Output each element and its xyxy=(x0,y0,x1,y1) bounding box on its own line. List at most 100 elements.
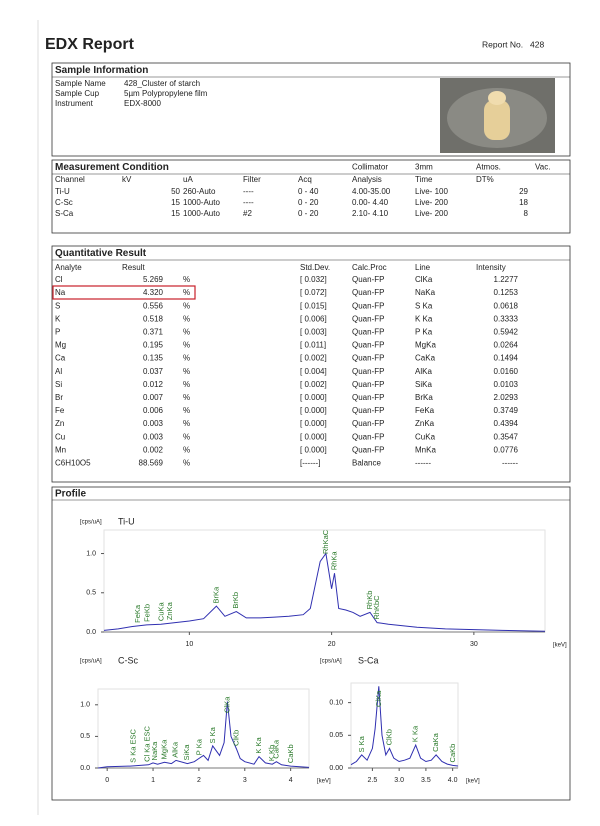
photo-sample xyxy=(484,100,510,140)
column-header: Channel xyxy=(55,175,85,184)
cell: SiKa xyxy=(415,380,432,389)
sample-box xyxy=(51,62,571,157)
cell: ZnKa xyxy=(415,419,435,428)
cell: % xyxy=(183,288,190,297)
cell: 8 xyxy=(524,209,529,218)
cell: C6H10O5 xyxy=(55,459,91,468)
cell: MgKa xyxy=(415,341,436,350)
cell: 2.10- 4.10 xyxy=(352,209,389,218)
cell: 1.2277 xyxy=(494,275,519,284)
cell: Quan-FP xyxy=(352,275,384,284)
cell: 0.00- 4.40 xyxy=(352,198,389,207)
cell: % xyxy=(183,432,190,441)
cell: Quan-FP xyxy=(352,354,384,363)
cell: 0.0103 xyxy=(494,380,519,389)
peak-label: CaKa xyxy=(271,739,280,759)
cell: Quan-FP xyxy=(352,432,384,441)
peak-label: BrKa xyxy=(212,586,221,604)
peak-label: Cl Ka ESC xyxy=(143,725,152,761)
cell: % xyxy=(183,301,190,310)
cell: 0.556 xyxy=(143,301,164,310)
peak-label: NaKa xyxy=(150,741,159,761)
cell: S xyxy=(55,301,60,310)
cell: 0.006 xyxy=(143,406,164,415)
peak-label: ClKa xyxy=(374,690,383,707)
cell: 0.1494 xyxy=(494,354,519,363)
cell: [ 0.011] xyxy=(300,341,326,350)
measurement-box xyxy=(51,159,571,234)
cell: Live- 200 xyxy=(415,198,448,207)
cell: 0.037 xyxy=(143,367,164,376)
cell: [ 0.000] xyxy=(300,406,327,415)
cell: % xyxy=(183,406,190,415)
cell: % xyxy=(183,445,190,454)
peak-label: K Kb xyxy=(267,745,276,761)
sample-label: Sample Name xyxy=(55,79,106,88)
sample-value: 5µm Polypropylene film xyxy=(124,89,208,98)
quant-box xyxy=(51,245,571,483)
section-title: Measurement Condition xyxy=(55,162,169,173)
y-unit: [cps/uA] xyxy=(80,659,102,665)
cell: FeKa xyxy=(415,406,435,415)
peak-label: ZnKa xyxy=(165,601,174,620)
cell: 4.320 xyxy=(143,288,164,297)
cell: ------ xyxy=(502,459,518,468)
y-tick-label: 0.00 xyxy=(329,765,343,772)
section-title: Quantitative Result xyxy=(55,248,147,259)
cell: % xyxy=(183,459,190,468)
cell: % xyxy=(183,367,190,376)
cell: 0.3547 xyxy=(494,432,519,441)
cell: % xyxy=(183,380,190,389)
peak-label: ClKa xyxy=(222,696,231,713)
cell: Mg xyxy=(55,341,66,350)
peak-label: AlKa xyxy=(171,741,180,758)
column-header: uA xyxy=(183,175,193,184)
report-title: EDX Report xyxy=(45,36,135,53)
report-no-label: Report No. xyxy=(482,39,523,49)
cell: CuKa xyxy=(415,432,436,441)
peak-label: CaKa xyxy=(431,732,440,752)
cell: ClKa xyxy=(415,275,433,284)
column-header: Analysis xyxy=(352,175,382,184)
cell: [ 0.002] xyxy=(300,354,327,363)
cell: 0 - 40 xyxy=(298,187,319,196)
cell: 15 xyxy=(171,198,180,207)
column-header: Time xyxy=(415,175,433,184)
cell: [ 0.000] xyxy=(300,419,327,428)
cell: [ 0.006] xyxy=(300,314,327,323)
cell: 1000-Auto xyxy=(183,198,220,207)
peak-label: RhKa xyxy=(329,551,338,571)
y-tick-label: 0.05 xyxy=(329,732,343,739)
y-tick-label: 0.5 xyxy=(80,733,90,740)
cell: 0.1253 xyxy=(494,288,519,297)
peak-label: RhKb xyxy=(365,591,374,610)
cell: NaKa xyxy=(415,288,436,297)
column-header: kV xyxy=(122,175,132,184)
cell: Ti-U xyxy=(55,187,70,196)
cell: 1000-Auto xyxy=(183,209,220,218)
cell: 0.518 xyxy=(143,314,164,323)
cell: 0.003 xyxy=(143,419,164,428)
cell: ---- xyxy=(243,198,254,207)
cell: [ 0.004] xyxy=(300,367,327,376)
cell: S Ka xyxy=(415,301,433,310)
chart-title: C-Sc xyxy=(118,655,138,665)
peak-label: SiKa xyxy=(182,744,191,761)
cell: % xyxy=(183,354,190,363)
y-tick-label: 1.0 xyxy=(86,550,96,557)
cell: Quan-FP xyxy=(352,301,384,310)
x-tick-label: 3 xyxy=(243,777,247,784)
cell: 0.3749 xyxy=(494,406,519,415)
column-header: DT% xyxy=(476,175,494,184)
cell: 0 - 20 xyxy=(298,198,319,207)
cell: Br xyxy=(55,393,63,402)
cell: 0.3333 xyxy=(494,314,519,323)
cell: Quan-FP xyxy=(352,445,384,454)
x-tick-label: 2.5 xyxy=(368,777,378,784)
cell: Quan-FP xyxy=(352,393,384,402)
cell: 0.002 xyxy=(143,445,164,454)
peak-label: CaKb xyxy=(286,744,295,763)
cell: Quan-FP xyxy=(352,380,384,389)
spectrum-line xyxy=(350,686,459,767)
y-tick-label: 1.0 xyxy=(80,702,90,709)
